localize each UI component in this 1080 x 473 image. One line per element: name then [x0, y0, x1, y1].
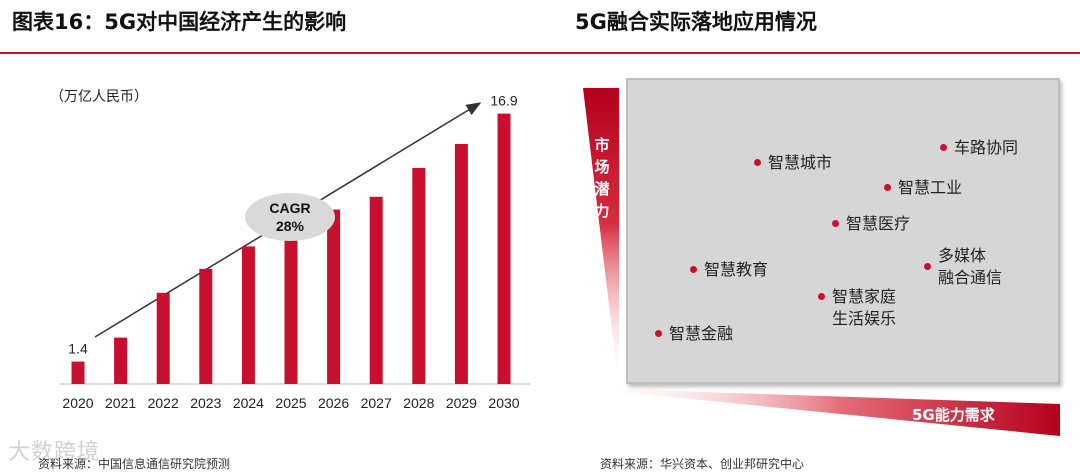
bar-2020 [71, 361, 85, 384]
bar-2027 [369, 196, 383, 384]
item-smart-home: 智慧家庭 生活娱乐 [818, 286, 896, 330]
red-dot-icon [924, 263, 931, 270]
x-tick-2026: 2026 [318, 395, 349, 411]
red-dot-icon [754, 159, 761, 166]
cagr-ellipse [245, 193, 335, 241]
x-tick-2027: 2027 [361, 395, 392, 411]
item-smart-city: 智慧城市 [754, 152, 832, 174]
item-smart-education: 智慧教育 [690, 259, 768, 281]
x-tick-2025: 2025 [275, 395, 306, 411]
red-dot-icon [940, 144, 947, 151]
left-source: 资料来源：中国信息通信研究院预测 [38, 457, 231, 471]
right-title: 5G融合实际落地应用情况 [575, 10, 817, 34]
item-vehicle-road: 车路协同 [940, 137, 1018, 159]
red-dot-icon [884, 184, 891, 191]
red-divider [0, 52, 1080, 54]
right-source: 资料来源：华兴资本、创业邦研究中心 [600, 457, 805, 471]
application-matrix: 智慧城市 车路协同 智慧工业 智慧医疗 多媒体 融合通信 智慧教育 智慧家庭 生… [626, 78, 1060, 384]
x-tick-2030: 2030 [488, 395, 519, 411]
data-label-2030: 16.9 [490, 93, 517, 109]
red-dot-icon [818, 293, 825, 300]
bar-2024 [241, 246, 255, 384]
x-tick-2020: 2020 [62, 395, 93, 411]
data-label-2020: 1.4 [68, 341, 88, 357]
capability-demand-axis [582, 388, 1060, 436]
item-smart-finance: 智慧金融 [655, 323, 733, 345]
x-tick-2022: 2022 [148, 395, 179, 411]
capability-demand-label: 5G能力需求 [912, 406, 995, 424]
bar-2025 [284, 235, 298, 384]
x-tick-2029: 2029 [446, 395, 477, 411]
item-multimedia: 多媒体 融合通信 [924, 245, 1002, 289]
x-tick-2021: 2021 [105, 395, 136, 411]
red-dot-icon [655, 330, 662, 337]
cagr-label-line1: CAGR [269, 200, 310, 216]
market-potential-label: 市场潜力 [594, 136, 610, 220]
bar-2028 [412, 168, 426, 384]
x-tick-2024: 2024 [233, 395, 264, 411]
bar-2022 [156, 292, 170, 384]
bar-2023 [199, 268, 213, 384]
item-smart-medical: 智慧医疗 [832, 213, 910, 235]
bar-2029 [454, 144, 468, 384]
x-tick-2023: 2023 [190, 395, 221, 411]
x-tick-2028: 2028 [403, 395, 434, 411]
unit-label: （万亿人民币） [50, 89, 148, 105]
watermark: 大数跨境 [8, 440, 101, 465]
bar-2030 [497, 113, 511, 384]
market-potential-axis [583, 88, 619, 388]
bar-2021 [114, 337, 128, 384]
red-dot-icon [832, 220, 839, 227]
bar-2026 [327, 209, 341, 384]
bar-chart: 2020 2021 2022 2023 2024 2025 2026 2027 2028 2029… [60, 93, 530, 411]
item-smart-industry: 智慧工业 [884, 177, 962, 199]
cagr-label-line2: 28% [276, 218, 305, 234]
left-title: 图表16：5G对中国经济产生的影响 [12, 10, 347, 34]
red-dot-icon [690, 266, 697, 273]
